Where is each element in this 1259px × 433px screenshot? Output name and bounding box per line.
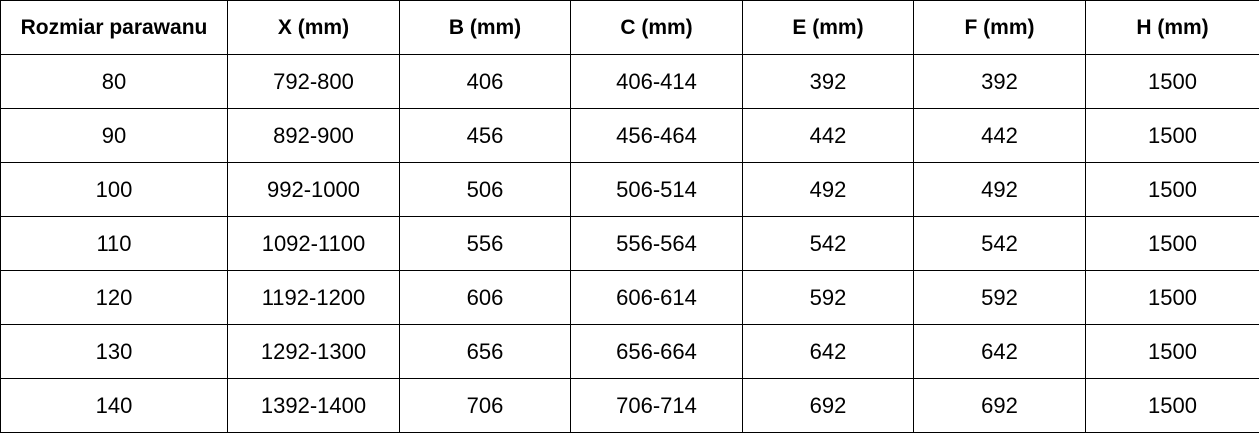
table-cell: 556-564 <box>570 216 743 271</box>
table-cell: 656-664 <box>570 324 743 379</box>
header-row: Rozmiar parawanu X (mm) B (mm) C (mm) E (mm)… <box>0 0 1259 55</box>
table-cell: 992-1000 <box>227 162 400 217</box>
table-cell: 706-714 <box>570 378 743 433</box>
table-cell: 140 <box>0 378 228 433</box>
table-row: 90 892-900 456 456-464 442 442 1500 <box>0 108 1259 163</box>
table-cell: 606-614 <box>570 270 743 325</box>
column-header: H (mm) <box>1085 0 1259 55</box>
table-cell: 492 <box>742 162 914 217</box>
table-cell: 80 <box>0 54 228 109</box>
table-cell: 656 <box>399 324 571 379</box>
table-cell: 492 <box>913 162 1086 217</box>
table-cell: 1500 <box>1085 270 1259 325</box>
column-header: Rozmiar parawanu <box>0 0 228 55</box>
table-cell: 1500 <box>1085 216 1259 271</box>
table-cell: 592 <box>742 270 914 325</box>
table-cell: 542 <box>742 216 914 271</box>
table-cell: 1500 <box>1085 324 1259 379</box>
table-row: 100 992-1000 506 506-514 492 492 1500 <box>0 162 1259 217</box>
table-cell: 130 <box>0 324 228 379</box>
table-row: 80 792-800 406 406-414 392 392 1500 <box>0 54 1259 109</box>
table-cell: 90 <box>0 108 228 163</box>
table-cell: 642 <box>742 324 914 379</box>
table-cell: 406 <box>399 54 571 109</box>
table-cell: 692 <box>913 378 1086 433</box>
table-cell: 506-514 <box>570 162 743 217</box>
table-cell: 1092-1100 <box>227 216 400 271</box>
table-cell: 692 <box>742 378 914 433</box>
table-cell: 892-900 <box>227 108 400 163</box>
table-cell: 1392-1400 <box>227 378 400 433</box>
table-cell: 606 <box>399 270 571 325</box>
table-cell: 1192-1200 <box>227 270 400 325</box>
column-header: C (mm) <box>570 0 743 55</box>
table-cell: 1500 <box>1085 54 1259 109</box>
table-cell: 406-414 <box>570 54 743 109</box>
table-cell: 456-464 <box>570 108 743 163</box>
table-row: 130 1292-1300 656 656-664 642 642 1500 <box>0 324 1259 379</box>
table-cell: 542 <box>913 216 1086 271</box>
table-row: 110 1092-1100 556 556-564 542 542 1500 <box>0 216 1259 271</box>
column-header: E (mm) <box>742 0 914 55</box>
table-cell: 506 <box>399 162 571 217</box>
table-cell: 110 <box>0 216 228 271</box>
table-cell: 1292-1300 <box>227 324 400 379</box>
column-header: B (mm) <box>399 0 571 55</box>
table-cell: 792-800 <box>227 54 400 109</box>
table-cell: 556 <box>399 216 571 271</box>
table-cell: 442 <box>742 108 914 163</box>
table-row: 140 1392-1400 706 706-714 692 692 1500 <box>0 378 1259 433</box>
table-cell: 592 <box>913 270 1086 325</box>
table-cell: 392 <box>742 54 914 109</box>
table-cell: 1500 <box>1085 378 1259 433</box>
table-cell: 1500 <box>1085 162 1259 217</box>
table-cell: 392 <box>913 54 1086 109</box>
table-cell: 1500 <box>1085 108 1259 163</box>
table-cell: 642 <box>913 324 1086 379</box>
table-cell: 100 <box>0 162 228 217</box>
column-header: X (mm) <box>227 0 400 55</box>
table-cell: 456 <box>399 108 571 163</box>
table-cell: 442 <box>913 108 1086 163</box>
table-row: 120 1192-1200 606 606-614 592 592 1500 <box>0 270 1259 325</box>
column-header: F (mm) <box>913 0 1086 55</box>
table-cell: 706 <box>399 378 571 433</box>
table-cell: 120 <box>0 270 228 325</box>
